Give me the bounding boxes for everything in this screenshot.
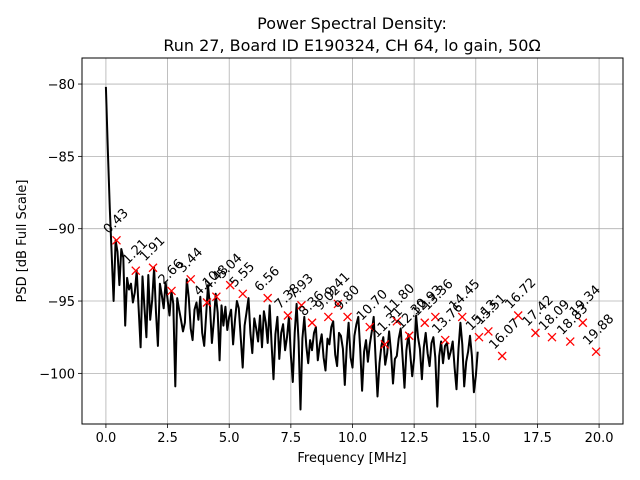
peak-marker-stroke [430, 312, 440, 322]
peak-marker-stroke [283, 311, 293, 320]
x-tick-label: 20.0 [585, 431, 614, 446]
peak-marker [547, 332, 557, 342]
peak-marker [296, 300, 306, 310]
peak-marker [591, 347, 601, 357]
peak-marker-stroke [202, 298, 212, 307]
peak-marker [225, 280, 235, 290]
peak-marker-stroke [392, 316, 402, 326]
peak-marker-stroke [474, 332, 484, 342]
peak-marker [565, 337, 575, 347]
peak-marker-stroke [112, 235, 121, 245]
x-axis-label: Frequency [MHz] [297, 451, 406, 466]
peak-marker [202, 298, 212, 307]
peak-marker [392, 316, 402, 326]
peak-marker-stroke [565, 337, 575, 347]
peak-marker-stroke [225, 280, 235, 290]
peak-marker [112, 235, 121, 245]
peak-marker [380, 339, 390, 349]
peak-marker-stroke [131, 266, 141, 276]
peak-marker-stroke [148, 263, 158, 273]
x-tick-label: 15.0 [461, 431, 490, 446]
peak-marker-stroke [238, 289, 248, 299]
peak-marker [531, 328, 540, 338]
peak-marker-stroke [578, 318, 588, 328]
peak-marker-stroke [440, 335, 450, 345]
peak-marker [474, 332, 484, 342]
peak-marker-stroke [547, 332, 557, 342]
peak-marker [167, 286, 176, 296]
peak-marker [483, 326, 493, 336]
y-axis-label: PSD [dB Full Scale] [15, 179, 30, 302]
peak-marker-stroke [323, 312, 333, 322]
peak-marker [333, 299, 343, 309]
peak-marker [497, 351, 507, 361]
chart-subtitle: Run 27, Board ID E190324, CH 64, lo gain… [163, 36, 540, 55]
x-tick-label: 12.5 [400, 431, 429, 446]
x-tick-label: 10.0 [338, 431, 367, 446]
y-tick-label: −80 [48, 78, 75, 93]
peak-marker [131, 266, 141, 276]
peak-marker [430, 312, 440, 322]
peak-marker-stroke [404, 331, 414, 341]
peak-marker [404, 331, 414, 341]
x-axis: 0.0 2.5 5.0 7.5 10.0 12.5 15.0 17.5 20.0 [96, 424, 614, 446]
x-tick-label: 17.5 [523, 431, 552, 446]
peak-marker-stroke [333, 299, 343, 309]
peak-marker [457, 312, 467, 322]
peak-marker-stroke [307, 318, 317, 328]
x-tick-label: 0.0 [96, 431, 117, 446]
peak-marker-stroke [211, 292, 221, 302]
peak-marker [323, 312, 333, 322]
peak-marker-stroke [380, 339, 390, 349]
peak-marker-stroke [263, 293, 273, 303]
x-tick-label: 2.5 [157, 431, 178, 446]
peak-marker-stroke [591, 347, 601, 357]
peak-marker-stroke [513, 311, 523, 320]
peak-marker-stroke [497, 351, 507, 361]
peak-marker-stroke [296, 300, 306, 310]
peak-marker [440, 335, 450, 345]
peak-marker-stroke [420, 318, 430, 328]
x-tick-label: 5.0 [219, 431, 240, 446]
peak-marker [307, 318, 317, 328]
peak-marker-stroke [186, 274, 196, 284]
y-tick-label: −100 [39, 367, 75, 382]
peak-marker [578, 318, 588, 328]
chart-title: Power Spectral Density: [257, 14, 447, 33]
peak-marker-stroke [483, 326, 493, 336]
peak-marker [263, 293, 273, 303]
peak-marker-stroke [531, 328, 540, 338]
y-tick-label: −85 [48, 150, 75, 165]
peak-marker [186, 274, 196, 284]
peak-marker [211, 292, 221, 302]
peak-marker-stroke [457, 312, 467, 322]
peak-marker [343, 312, 353, 322]
peak-marker-stroke [343, 312, 353, 322]
peak-marker [283, 311, 293, 320]
peak-marker [420, 318, 430, 328]
peak-marker [238, 289, 248, 299]
x-tick-label: 7.5 [281, 431, 302, 446]
peak-marker-stroke [167, 286, 176, 296]
y-axis: −80 −85 −90 −95 −100 [39, 78, 82, 382]
psd-series-line [104, 86, 479, 411]
peak-marker-stroke [365, 322, 375, 332]
peak-marker [513, 311, 523, 320]
y-tick-label: −90 [48, 223, 75, 238]
grid [82, 58, 623, 424]
peak-marker [365, 322, 375, 332]
y-tick-label: −95 [48, 295, 75, 310]
peak-marker [148, 263, 158, 273]
